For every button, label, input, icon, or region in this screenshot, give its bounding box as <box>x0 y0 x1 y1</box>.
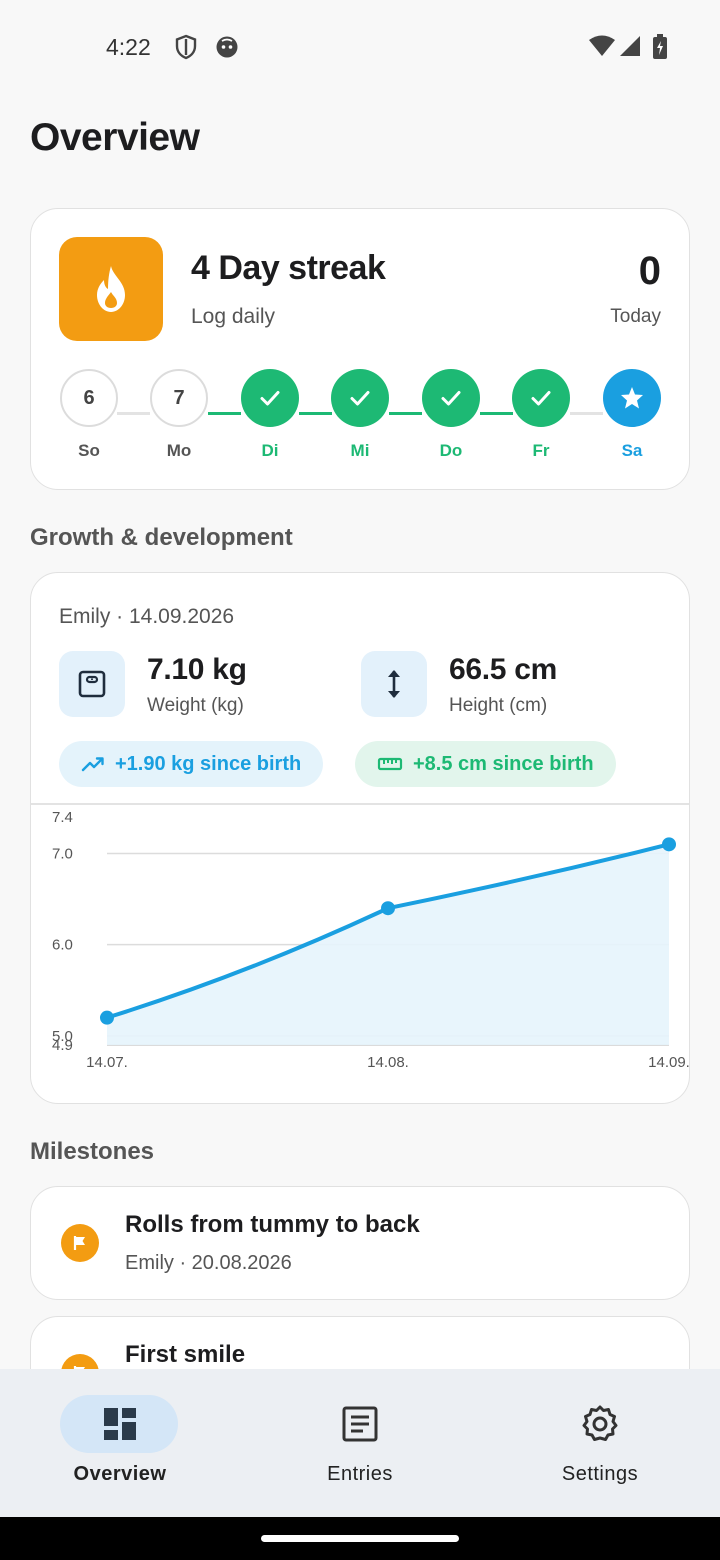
chart-data-point <box>381 901 395 916</box>
day-label: So <box>78 441 100 460</box>
chart-data-point <box>100 1010 114 1025</box>
bottom-navigation: Overview Entries Settings <box>0 1369 720 1517</box>
check-icon <box>422 369 480 427</box>
growth-meta: Emily · 14.09.2026 <box>59 605 235 628</box>
day-label: Fr <box>532 441 550 460</box>
day-label: Di <box>261 441 279 460</box>
flag-icon <box>61 1224 99 1262</box>
y-tick-label: 5.0 <box>52 1028 73 1045</box>
face-icon <box>214 34 240 65</box>
height-change-text: +8.5 cm since birth <box>413 752 594 775</box>
home-gesture-handle[interactable] <box>261 1535 459 1542</box>
flame-icon <box>59 237 163 341</box>
streak-card[interactable]: 4 Day streak Log daily 0 Today 6 So 7 Mo… <box>30 208 690 490</box>
streak-days: 6 So 7 Mo Di Mi Do Fr Sa <box>59 369 663 469</box>
ruler-icon <box>377 757 403 771</box>
streak-subtitle: Log daily <box>191 305 276 328</box>
day-di: Di <box>240 369 300 461</box>
scale-icon <box>59 651 125 717</box>
y-tick-label: 6.0 <box>52 937 73 954</box>
weight-chart: 4.95.0 6.0 7.0 7.4 14.07. 14.08. 14.09. <box>52 809 690 1071</box>
today-count: 0 <box>638 249 661 293</box>
day-connector <box>299 412 332 415</box>
battery-icon <box>652 34 668 65</box>
nav-entries[interactable]: Entries <box>240 1369 480 1517</box>
milestone-title: First smile <box>125 1341 246 1368</box>
day-label: Sa <box>621 441 643 460</box>
nav-active-indicator <box>60 1395 178 1453</box>
shield-icon <box>174 34 198 65</box>
status-bar: 4:22 <box>0 0 720 96</box>
height-value: 66.5 cm <box>449 653 557 686</box>
chart-area <box>107 844 669 1045</box>
check-icon <box>331 369 389 427</box>
height-label: Height (cm) <box>449 695 548 716</box>
day-connector <box>480 412 513 415</box>
y-tick-label: 7.0 <box>52 845 73 862</box>
weight-change-text: +1.90 kg since birth <box>115 752 302 775</box>
day-number: 6 <box>60 369 118 427</box>
height-change-badge: +8.5 cm since birth <box>355 741 616 787</box>
signal-icon <box>618 34 642 63</box>
day-label: Mo <box>166 441 192 460</box>
streak-title: 4 Day streak <box>191 249 386 287</box>
x-tick-label: 14.07. <box>86 1054 128 1071</box>
chart-divider <box>31 803 689 805</box>
day-so: 6 So <box>59 369 119 461</box>
star-icon <box>603 369 661 427</box>
day-sa: Sa <box>602 369 662 461</box>
gear-icon <box>581 1405 619 1448</box>
day-label: Do <box>439 441 463 460</box>
milestones-section-title: Milestones <box>30 1138 155 1165</box>
trending-up-icon <box>81 757 104 772</box>
milestone-subtitle: Emily · 20.08.2026 <box>125 1252 292 1274</box>
x-tick-label: 14.08. <box>367 1054 409 1071</box>
milestone-card[interactable]: Rolls from tummy to back Emily · 20.08.2… <box>30 1186 690 1300</box>
x-tick-label: 14.09. <box>648 1054 690 1071</box>
y-tick-label: 7.4 <box>52 809 73 826</box>
growth-section-title: Growth & development <box>30 524 293 551</box>
day-number: 7 <box>150 369 208 427</box>
weight-label: Weight (kg) <box>147 695 244 716</box>
day-mo: 7 Mo <box>149 369 209 461</box>
nav-settings[interactable]: Settings <box>480 1369 720 1517</box>
day-connector <box>117 412 150 415</box>
y-tick-label: 4.9 <box>52 1037 73 1054</box>
chart-data-point <box>662 837 676 852</box>
day-connector <box>570 412 603 415</box>
nav-overview[interactable]: Overview <box>0 1369 240 1517</box>
growth-card[interactable]: Emily · 14.09.2026 7.10 kg Weight (kg) 6… <box>30 572 690 1104</box>
weight-value: 7.10 kg <box>147 653 247 686</box>
check-icon <box>241 369 299 427</box>
weight-change-badge: +1.90 kg since birth <box>59 741 324 787</box>
nav-label: Settings <box>561 1463 639 1485</box>
day-do: Do <box>421 369 481 461</box>
today-label: Today <box>610 306 661 327</box>
page-title: Overview <box>30 116 200 159</box>
day-connector <box>389 412 422 415</box>
milestone-title: Rolls from tummy to back <box>125 1211 420 1238</box>
list-icon <box>341 1405 379 1448</box>
nav-label: Entries <box>327 1463 393 1485</box>
wifi-icon <box>588 34 616 63</box>
height-arrows-icon <box>361 651 427 717</box>
day-mi: Mi <box>330 369 390 461</box>
dashboard-icon <box>101 1405 139 1448</box>
day-connector <box>208 412 241 415</box>
status-time: 4:22 <box>106 34 151 60</box>
day-fr: Fr <box>511 369 571 461</box>
check-icon <box>512 369 570 427</box>
nav-label: Overview <box>73 1463 167 1485</box>
day-label: Mi <box>350 441 370 460</box>
